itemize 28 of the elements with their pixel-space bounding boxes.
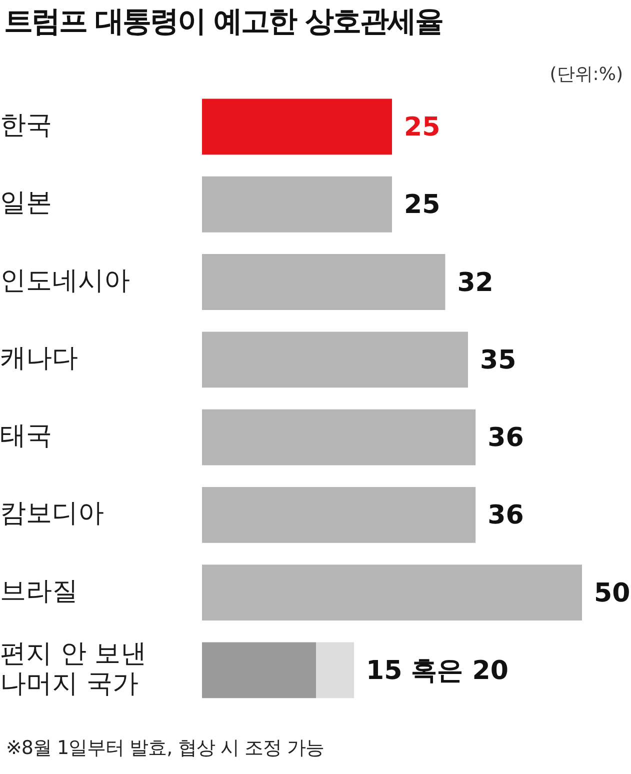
chart-subtitle: (단위:%) [550, 63, 623, 86]
chart-title: 트럼프 대통령이 예고한 상호관세율 [4, 3, 442, 40]
bar [202, 564, 582, 621]
bar [202, 332, 468, 388]
data-label: 35 [480, 345, 516, 376]
bar [202, 409, 476, 466]
data-label: 25 [404, 190, 440, 220]
text: ※8월 1일부터 발효, 협상 시 조정 가능 [6, 736, 324, 761]
y-tick-label: 인도네시아 [0, 266, 130, 296]
y-tick-label: 일본 [0, 188, 52, 218]
bar [202, 486, 476, 543]
y-tick-label: 브라질 [0, 576, 78, 606]
data-label: 36 [488, 500, 524, 531]
data-label: 36 [488, 423, 524, 454]
bar [202, 642, 316, 698]
y-tick-label: 한국 [0, 110, 52, 140]
y-tick-label: 편지 안 보낸 나머지 국가 [0, 639, 147, 699]
data-label: 25 [404, 112, 440, 142]
y-tick-label: 캐나다 [0, 343, 78, 374]
bar [202, 254, 446, 310]
bar [316, 642, 354, 698]
bar [202, 98, 392, 155]
bar [202, 176, 392, 232]
data-label: 50 [594, 578, 630, 608]
y-tick-label: 태국 [0, 421, 52, 452]
y-tick-label: 캄보디아 [0, 498, 104, 529]
data-label: 15 혹은 20 [366, 656, 508, 686]
data-label: 32 [457, 268, 494, 298]
